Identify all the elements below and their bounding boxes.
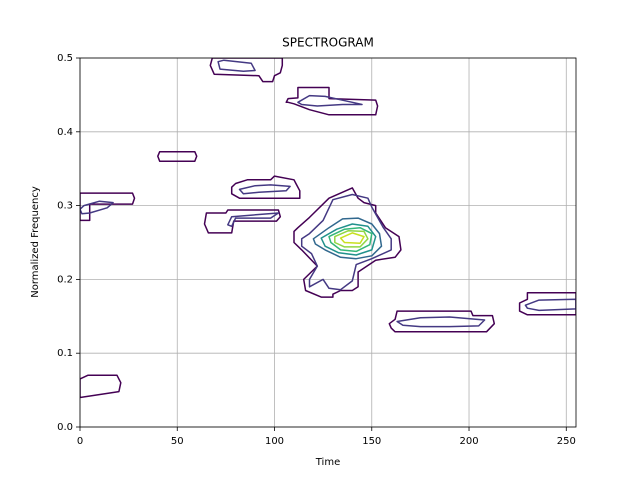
contour-line [320,223,377,256]
x-tick-label: 100 [265,436,284,447]
plot-area [80,58,576,399]
contour-line [217,59,256,73]
contour-line [396,316,486,328]
contour-line [238,184,291,195]
x-axis-label: Time [315,457,340,468]
contour-line [227,212,280,228]
x-tick-label: 50 [171,436,184,447]
contour-line [230,175,301,199]
contour-line [518,291,576,316]
contour-line [209,58,284,83]
y-tick-label: 0.3 [57,201,73,212]
grid [79,57,576,428]
contour-line [388,310,496,333]
x-tick-label: 0 [77,436,83,447]
y-axis-label: Normalized Frequency [30,186,41,298]
contour-line [334,229,369,248]
contour-line [339,232,365,244]
contour-line [285,86,379,116]
contour-line [80,192,136,222]
contour-line [80,374,122,399]
chart-title: SPECTROGRAM [282,36,374,50]
y-tick-label: 0.2 [57,274,73,285]
contour-line [157,150,198,163]
contour-line [328,226,373,253]
contour-line [312,217,383,260]
contour-line [300,193,392,291]
contour-line [80,200,114,215]
y-tick-label: 0.5 [57,53,73,64]
y-tick-label: 0.1 [57,348,73,359]
x-tick-label: 150 [362,436,381,447]
y-tick-label: 0.0 [57,422,73,433]
x-tick-label: 250 [557,436,576,447]
contour-line [524,298,576,312]
x-tick-label: 200 [459,436,478,447]
axes-frame [79,57,577,428]
y-tick-label: 0.4 [57,127,73,138]
contour-line [297,94,363,107]
contour-line [293,187,402,298]
contour-line [203,209,282,234]
